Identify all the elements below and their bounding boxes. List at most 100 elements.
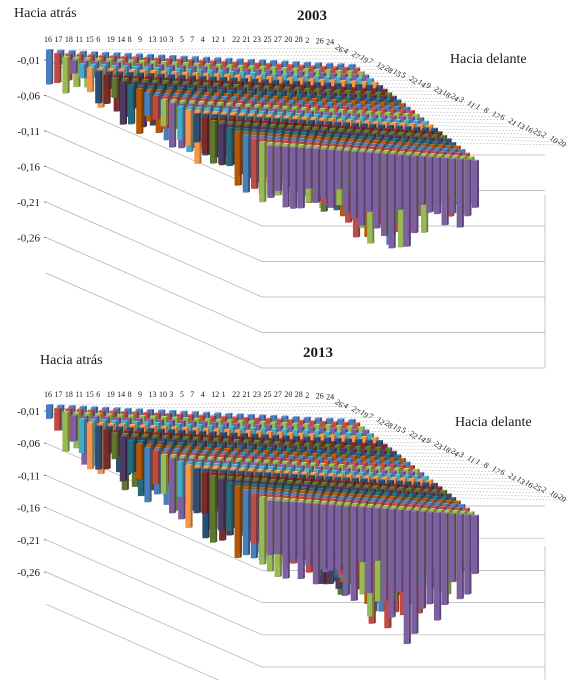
bar-top: [178, 65, 186, 67]
bar-top: [120, 55, 128, 57]
bar-top: [117, 58, 125, 60]
bar-front: [62, 57, 68, 94]
bar-top: [198, 59, 206, 61]
bar-top: [302, 68, 311, 70]
y-tick-label: -0,06: [17, 91, 40, 103]
x-category-label: 6: [96, 35, 100, 44]
bar-top: [54, 52, 62, 54]
bar-side: [223, 123, 226, 164]
bar-top: [243, 68, 251, 70]
bar-top: [62, 56, 70, 58]
bar-top: [259, 66, 267, 67]
y-axis-ticks: -0,01-0,06-0,11-0,16-0,21-0,26: [17, 55, 46, 245]
bar-top: [275, 63, 283, 65]
bar: [87, 421, 95, 470]
bar-front: [119, 436, 125, 482]
bar-front: [103, 429, 109, 470]
bar-front: [320, 149, 326, 200]
bar: [111, 77, 119, 98]
bar: [380, 153, 389, 237]
bar-front: [95, 426, 101, 470]
bar: [169, 102, 177, 148]
bar-top: [200, 66, 208, 68]
bar-side: [325, 148, 328, 200]
bar-side: [157, 450, 160, 484]
bar-top: [171, 71, 179, 73]
bar-front: [54, 53, 60, 84]
floor-gridline: [45, 402, 349, 406]
bar-top: [95, 70, 103, 72]
bar-top: [308, 65, 316, 67]
bar-side: [141, 443, 144, 480]
bar-top: [366, 78, 374, 80]
bar-top: [329, 79, 337, 81]
bar-side: [75, 414, 78, 442]
bar-top: [118, 68, 126, 70]
bar-front: [350, 151, 356, 219]
bar-top: [68, 50, 76, 52]
bar-front: [136, 89, 142, 134]
bar: [259, 141, 267, 203]
bar-top: [286, 70, 294, 72]
bar-front: [144, 447, 150, 503]
bar-top: [102, 61, 111, 63]
bar-side: [125, 435, 127, 482]
bar-side: [386, 153, 389, 237]
bar: [418, 155, 427, 205]
bar-front: [312, 149, 319, 203]
bar-side: [67, 411, 70, 452]
bar-side: [439, 156, 442, 215]
bar-front: [128, 440, 134, 473]
bar: [136, 443, 144, 480]
bar-top: [193, 62, 201, 64]
bar: [201, 116, 209, 154]
bar: [403, 154, 411, 247]
bar-top: [270, 60, 278, 61]
bar-front: [70, 415, 76, 442]
y-tick-label: -0,26: [17, 233, 40, 245]
bar: [251, 137, 259, 189]
bar-side: [182, 105, 185, 140]
bar-top: [360, 81, 368, 83]
bar-top: [258, 59, 266, 61]
bar-front: [396, 155, 402, 210]
bar-front: [210, 121, 216, 164]
floor-gridline: [54, 51, 357, 54]
bar-top: [182, 62, 190, 64]
bar-top: [223, 73, 232, 75]
bar-front: [78, 419, 84, 454]
x-axis-categories: 16 17 18 11 15 6 19 14 8 9 13 10 3 5 7 4 12 1 22 21 23 25 27 20…: [44, 35, 334, 46]
bar: [426, 156, 434, 213]
bar-top: [255, 75, 263, 77]
bar-front: [305, 148, 311, 189]
bar-side: [446, 157, 449, 226]
bar-top: [167, 64, 175, 66]
bar: [456, 158, 464, 228]
x-category-label: 7: [190, 35, 194, 44]
bar: [136, 88, 144, 134]
bar-top: [348, 63, 356, 65]
bar: [305, 147, 313, 189]
bar: [365, 152, 374, 212]
bar-side: [248, 134, 250, 193]
x-category-label: 14: [117, 35, 125, 44]
gridline: [45, 237, 263, 333]
bar-top: [329, 72, 337, 74]
bar-front: [426, 157, 432, 213]
bar-top: [174, 68, 182, 70]
bar-top: [297, 71, 305, 73]
bar-top: [308, 71, 316, 73]
gridline: [45, 272, 263, 369]
bar-front: [152, 451, 158, 484]
chart-panel-2003: 2003 Hacia atrás Hacia delante -0,01-0,0…: [14, 6, 568, 369]
bar-side: [92, 66, 95, 93]
bar-side: [256, 137, 259, 189]
x-category-label: 24: [326, 37, 334, 46]
bar-top: [164, 58, 173, 60]
bar: [144, 446, 152, 503]
bar-top: [226, 64, 234, 66]
floor-gridline: [232, 122, 527, 128]
bar: [87, 66, 95, 93]
bar-side: [59, 407, 62, 431]
depth-category-label: 8: [482, 105, 491, 115]
